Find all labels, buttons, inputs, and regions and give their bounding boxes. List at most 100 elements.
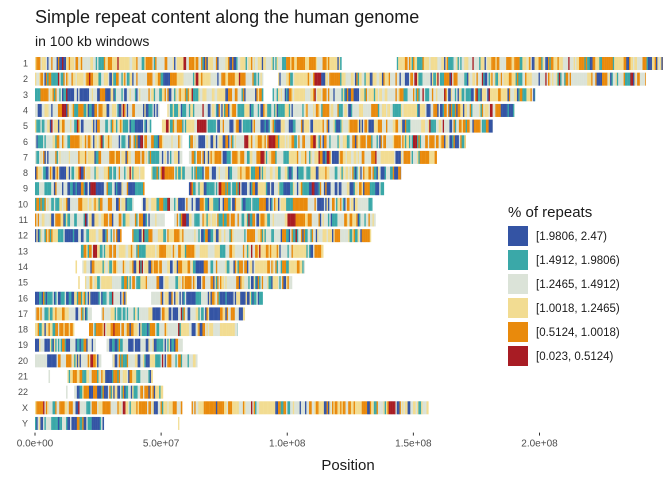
window-cell [98, 197, 100, 211]
window-cell [191, 57, 194, 70]
window-cell [197, 150, 199, 164]
window-cell [468, 57, 470, 70]
window-cell [215, 166, 218, 180]
window-cell [130, 182, 133, 196]
window-cell [318, 150, 321, 164]
window-cell [296, 103, 299, 117]
window-cell [113, 135, 115, 149]
window-cell [292, 103, 295, 117]
window-cell [111, 276, 114, 290]
window-cell [44, 213, 46, 227]
window-cell [251, 276, 253, 290]
window-cell [153, 354, 156, 368]
window-cell [70, 182, 72, 196]
window-cell [56, 307, 59, 321]
window-cell [148, 119, 150, 133]
window-cell [76, 291, 79, 305]
window-cell [114, 135, 117, 149]
window-cell [619, 72, 622, 86]
window-cell [89, 135, 91, 149]
window-cell [369, 135, 372, 149]
window-cell [202, 307, 204, 321]
window-cell [180, 57, 183, 70]
window-cell [593, 72, 596, 86]
window-cell [148, 244, 150, 258]
window-cell [246, 260, 249, 274]
window-cell [284, 244, 287, 258]
window-cell [199, 88, 202, 102]
window-cell [102, 182, 105, 196]
window-cell [211, 229, 214, 243]
window-cell [89, 72, 91, 86]
window-cell [90, 166, 92, 180]
window-cell [218, 88, 221, 102]
window-cell [642, 72, 645, 86]
window-cell [462, 72, 465, 86]
window-cell [194, 354, 196, 368]
window-cell [467, 57, 469, 70]
window-cell [118, 72, 121, 86]
window-cell [172, 354, 175, 368]
window-cell [388, 150, 391, 164]
window-cell [360, 103, 362, 117]
window-cell [322, 72, 325, 86]
window-cell [168, 88, 171, 102]
window-cell [97, 182, 99, 196]
window-cell [381, 119, 384, 133]
window-cell [580, 72, 582, 86]
window-cell [244, 244, 246, 258]
window-cell [103, 72, 106, 86]
window-cell [129, 213, 132, 227]
window-cell [259, 182, 261, 196]
window-cell [356, 88, 358, 102]
window-cell [114, 260, 117, 274]
window-cell [66, 166, 68, 180]
window-cell [160, 213, 163, 227]
window-cell [413, 135, 415, 149]
window-cell [480, 57, 483, 70]
window-cell [163, 291, 165, 305]
window-cell [75, 197, 78, 211]
window-cell [132, 57, 134, 70]
window-cell [377, 182, 380, 196]
window-cell [164, 276, 167, 290]
window-cell [91, 338, 94, 352]
window-cell [37, 307, 40, 321]
window-cell [48, 88, 51, 102]
window-cell [147, 338, 149, 352]
window-cell [114, 276, 117, 290]
window-cell [395, 119, 397, 133]
window-cell [548, 57, 550, 70]
window-cell [66, 338, 68, 352]
window-cell [344, 229, 346, 243]
window-cell [207, 260, 210, 274]
window-cell [174, 338, 176, 352]
window-cell [64, 291, 67, 305]
window-cell [101, 57, 103, 70]
window-cell [315, 57, 318, 70]
window-cell [233, 229, 235, 243]
window-cell [207, 135, 210, 149]
window-cell [151, 103, 153, 117]
window-cell [348, 182, 350, 196]
window-cell [325, 119, 327, 133]
window-cell [188, 260, 191, 274]
window-cell [105, 150, 107, 164]
window-cell [171, 103, 173, 117]
window-cell [48, 354, 51, 368]
window-cell [182, 260, 184, 274]
window-cell [313, 213, 315, 227]
window-cell [622, 72, 624, 86]
window-cell [230, 229, 233, 243]
window-cell [629, 72, 631, 86]
window-cell [95, 323, 98, 337]
window-cell [384, 88, 387, 102]
window-cell [198, 323, 200, 337]
window-cell [456, 103, 458, 117]
window-cell [340, 213, 342, 227]
window-cell [229, 119, 231, 133]
window-cell [365, 166, 368, 180]
window-cell [338, 213, 341, 227]
window-cell [191, 103, 194, 117]
window-cell [180, 119, 183, 133]
